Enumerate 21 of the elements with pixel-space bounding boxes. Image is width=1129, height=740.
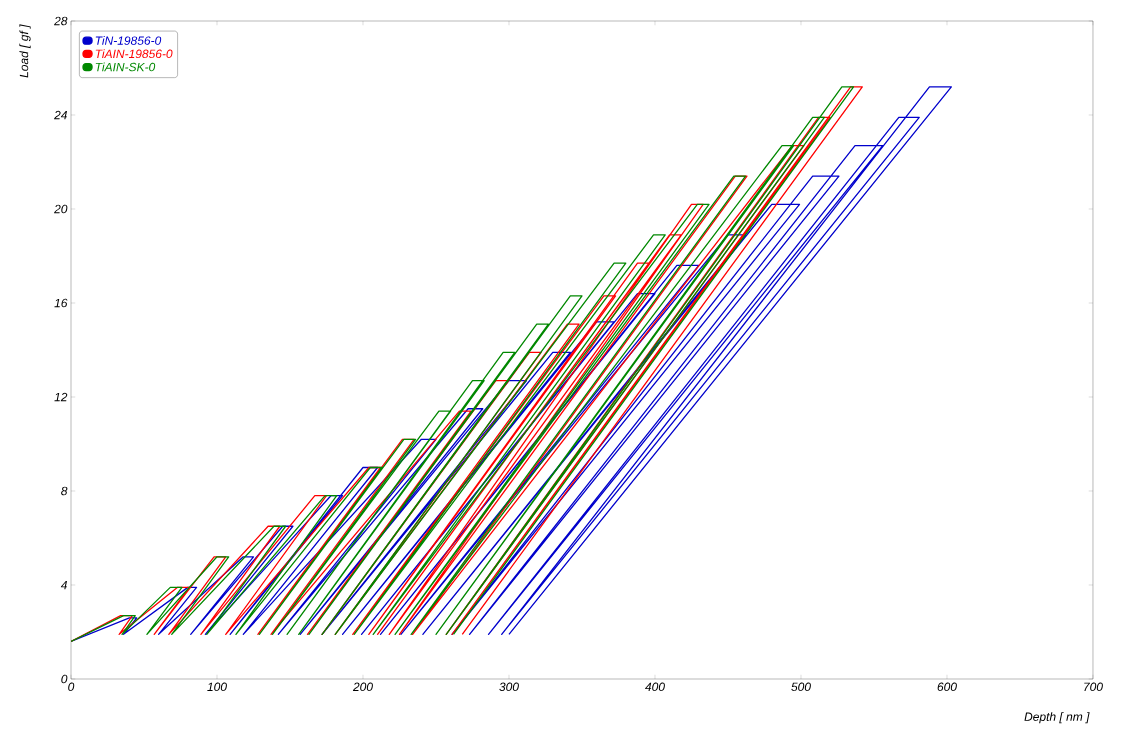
- legend-label: TiAIN-SK-0: [95, 62, 156, 72]
- x-tick-label: 300: [499, 682, 519, 692]
- y-tick-label: 16: [54, 298, 68, 308]
- y-tick-label: 4: [60, 580, 68, 590]
- legend-label: TiN-19856-0: [95, 36, 162, 45]
- y-tick-label: 24: [54, 110, 68, 120]
- x-axis-title: Depth [ nm ]: [1024, 712, 1090, 724]
- legend-label: TiAIN-19856-0: [95, 49, 173, 59]
- x-tick-label: 700: [1084, 682, 1103, 692]
- x-tick-label: 200: [352, 682, 373, 692]
- x-tick-label: 400: [645, 682, 665, 692]
- x-tick-label: 100: [207, 682, 227, 692]
- y-tick-label: 0: [61, 674, 68, 684]
- y-axis-title: Load [ gf ]: [19, 24, 31, 78]
- x-tick-label: 600: [937, 682, 957, 692]
- x-tick-label: 0: [68, 682, 75, 692]
- y-tick-label: 20: [54, 204, 68, 214]
- y-tick-label: 28: [54, 16, 68, 26]
- y-tick-label: 12: [54, 392, 68, 402]
- x-tick-label: 500: [791, 682, 811, 692]
- y-tick-label: 8: [61, 486, 68, 496]
